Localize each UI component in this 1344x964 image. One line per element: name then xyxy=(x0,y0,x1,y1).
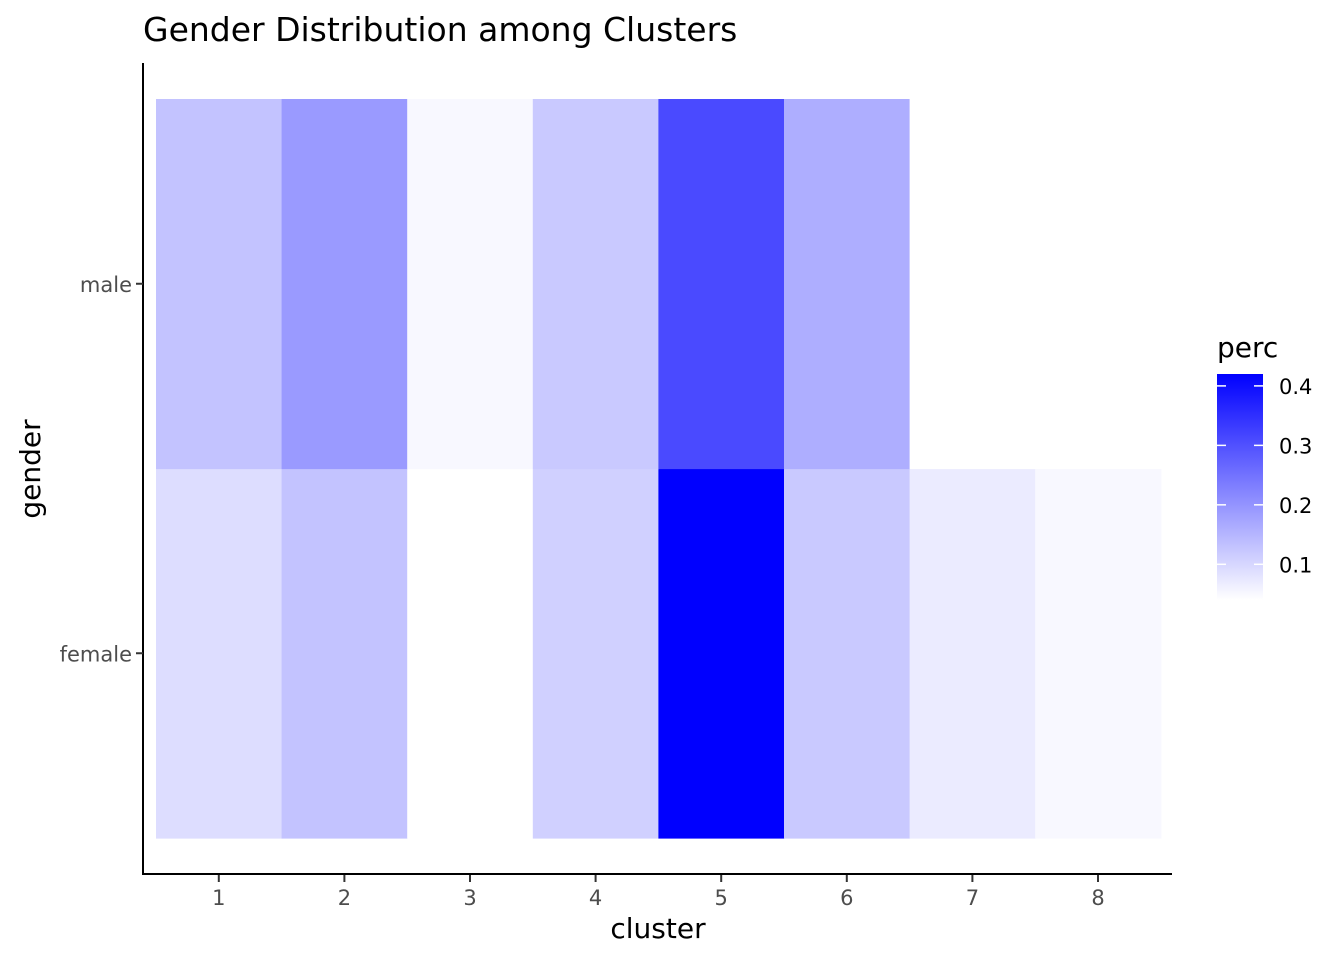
x-tick-label-4: 4 xyxy=(589,886,602,910)
heatmap-tile-male-2 xyxy=(281,99,408,470)
heatmap-tile-male-3 xyxy=(407,99,534,470)
legend-title: perc xyxy=(1217,331,1278,364)
legend-tick-label-0.1: 0.1 xyxy=(1279,553,1312,577)
heatmap-tile-female-8 xyxy=(1035,468,1162,839)
legend-ticks: 0.1 0.2 0.3 0.4 xyxy=(1217,375,1312,577)
heatmap-tile-female-3 xyxy=(407,468,534,839)
y-axis-title: gender xyxy=(14,419,47,519)
x-tick-label-1: 1 xyxy=(212,886,225,910)
legend-tick-label-0.2: 0.2 xyxy=(1279,494,1312,518)
heatmap-tile-male-8 xyxy=(1035,99,1162,470)
x-tick-label-8: 8 xyxy=(1091,886,1104,910)
heatmap-tile-female-5 xyxy=(658,468,785,839)
legend-colorbar xyxy=(1217,374,1263,600)
heatmap-tile-male-4 xyxy=(532,99,659,470)
heatmap-tile-female-7 xyxy=(909,468,1036,839)
x-tick-label-6: 6 xyxy=(840,886,853,910)
legend-tick-label-0.4: 0.4 xyxy=(1279,375,1312,399)
heatmap-tile-female-1 xyxy=(156,468,283,839)
heatmap-tile-male-1 xyxy=(156,99,283,470)
heatmap-tile-female-2 xyxy=(281,468,408,839)
x-tick-label-2: 2 xyxy=(338,886,351,910)
y-tick-label-male: male xyxy=(80,273,132,297)
heatmap-tiles xyxy=(156,99,1162,839)
x-tick-label-3: 3 xyxy=(463,886,476,910)
heatmap-tile-female-4 xyxy=(532,468,659,839)
y-tick-label-female: female xyxy=(60,642,132,666)
heatmap-tile-male-6 xyxy=(784,99,911,470)
legend-tick-label-0.3: 0.3 xyxy=(1279,434,1312,458)
heatmap-tile-male-5 xyxy=(658,99,785,470)
heatmap-tile-female-6 xyxy=(784,468,911,839)
x-axis-title: cluster xyxy=(610,912,706,945)
chart-title: Gender Distribution among Clusters xyxy=(143,10,737,49)
y-axis-ticks: female male xyxy=(60,273,143,666)
heatmap-tile-male-7 xyxy=(909,99,1036,470)
x-tick-label-5: 5 xyxy=(715,886,728,910)
x-tick-label-7: 7 xyxy=(966,886,979,910)
x-axis-ticks: 1 2 3 4 5 6 7 8 xyxy=(212,875,1105,910)
color-legend: perc 0.1 0.2 0.3 0.4 xyxy=(1217,331,1312,600)
